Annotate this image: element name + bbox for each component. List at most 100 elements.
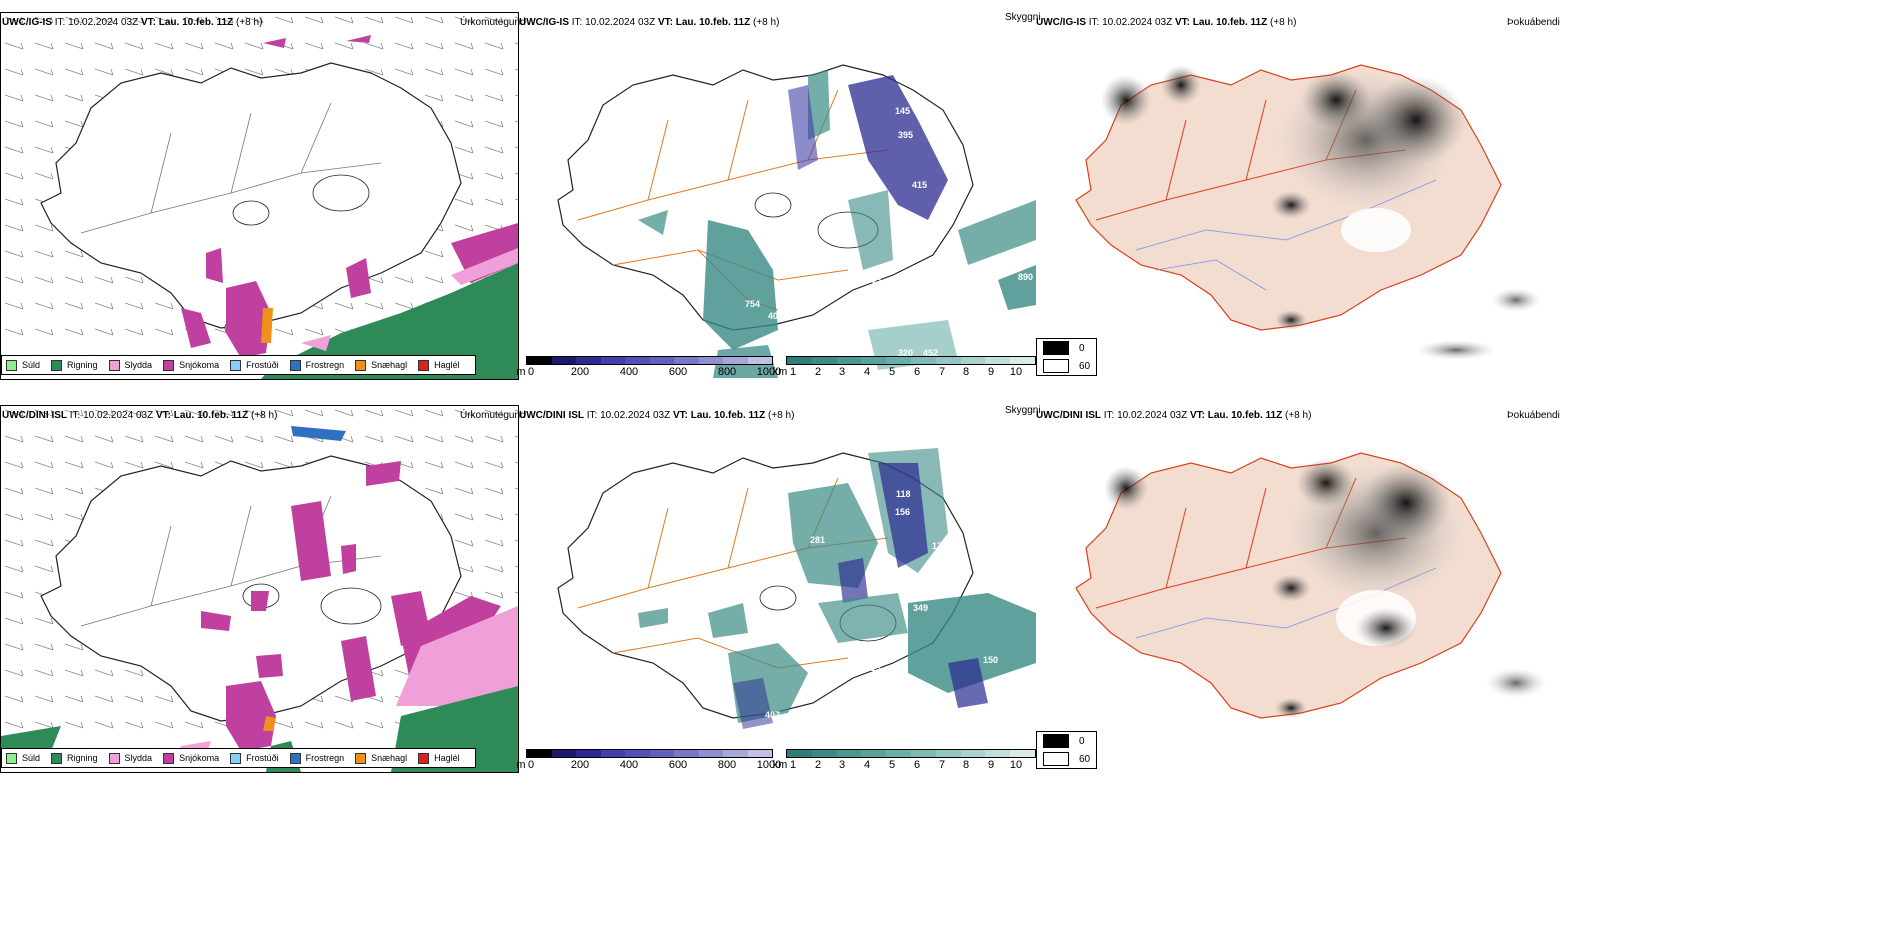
fog-legend-item: 60: [1037, 750, 1096, 768]
fog-map-row1: [1036, 30, 1556, 378]
legend-item-frostudi: Frostúði: [230, 752, 279, 764]
colorbar-tick: 0: [527, 759, 535, 771]
vis-label: 408: [768, 311, 784, 321]
colorbar-tick: 3: [838, 366, 846, 378]
colorbar-tick: 6: [913, 759, 921, 771]
precip-map-canvas: [1, 13, 518, 379]
colorbar-tick: 4: [863, 366, 871, 378]
colorbar-tick: 1000: [756, 759, 782, 771]
vis-label: 171: [932, 541, 948, 551]
vis-label: 150: [983, 655, 999, 665]
vis-label: 754: [745, 299, 761, 309]
vis-label: 413: [866, 663, 882, 673]
legend-item-rigning: Rigning: [51, 359, 98, 371]
legend-item-snjokoma: Snjókoma: [163, 752, 219, 764]
vis-label: 320: [898, 348, 914, 358]
colorbar-tick: 1: [789, 759, 797, 771]
colorbar-km-cells: [786, 749, 1036, 758]
visibility-colorbar-row2: m 0 200 400 600 800 1000 km 1 2 3 4 5 6 …: [516, 749, 1036, 775]
legend-item-slydda: Slydda: [108, 359, 152, 371]
colorbar-tick: 6: [913, 366, 921, 378]
fog-map-canvas: [1075, 64, 1541, 360]
legend-item-rigning: Rigning: [51, 752, 98, 764]
fog-map-canvas: [1075, 452, 1546, 719]
visibility-title-row2: Skyggni: [1005, 405, 1041, 416]
vis-label: 245: [771, 202, 787, 212]
legend-item-sild: Súld: [6, 752, 40, 764]
fog-legend-row1: 0 60: [1036, 338, 1098, 376]
colorbar-tick: 10: [1009, 366, 1023, 378]
vis-label: 156: [895, 507, 911, 517]
fog-title-row2: Þokuábendi: [1507, 410, 1560, 421]
legend-item-sild: Súld: [6, 359, 40, 371]
colorbar-tick: 8: [962, 366, 970, 378]
colorbar-tick: 2: [814, 366, 822, 378]
legend-item-snaehagl: Snæhagl: [355, 752, 407, 764]
precip-map-canvas: [1, 406, 518, 772]
colorbar-tick: 4: [863, 759, 871, 771]
precip-type-map-row1: Súld Rigning Slydda Snjókoma Frostúði Fr…: [0, 12, 519, 380]
vis-label: 415: [912, 180, 928, 190]
legend-item-snjokoma: Snjókoma: [163, 359, 219, 371]
vis-label: 237: [773, 593, 789, 603]
visibility-map-row1: 1 4 5 395 415 245 205 754 408 8 9 0 452 320: [518, 30, 1036, 378]
vis-label: 205: [866, 275, 882, 285]
colorbar-tick: 7: [938, 759, 946, 771]
legend-item-snaehagl: Snæhagl: [355, 359, 407, 371]
legend-item-frostudi: Frostúði: [230, 359, 279, 371]
visibility-title-row1: Skyggni: [1005, 12, 1041, 23]
colorbar-tick: 200: [570, 759, 590, 771]
colorbar-tick: 600: [668, 759, 688, 771]
vis-label: 349: [913, 603, 929, 613]
fog-title-row1: Þokuábendi: [1507, 17, 1560, 28]
colorbar-tick: 9: [987, 366, 995, 378]
fog-legend-item: 0: [1037, 732, 1096, 750]
vis-label: 407: [765, 710, 781, 720]
legend-item-slydda: Slydda: [108, 752, 152, 764]
colorbar-tick: 5: [888, 366, 896, 378]
precip-title-row2: Úrkomutegund: [460, 410, 526, 421]
colorbar-tick: 0: [527, 366, 535, 378]
colorbar-tick: 400: [619, 759, 639, 771]
colorbar-tick: 5: [888, 759, 896, 771]
fog-legend-row2: 0 60: [1036, 731, 1098, 769]
vis-label: 118: [896, 489, 911, 499]
fog-header-row1: UWC/IG-IS IT: 10.02.2024 03Z VT: Lau. 10…: [1036, 17, 1297, 28]
colorbar-km-cells: [786, 356, 1036, 365]
colorbar-tick: 400: [619, 366, 639, 378]
colorbar-tick: 1: [789, 366, 797, 378]
colorbar-unit: m: [516, 759, 526, 771]
legend-item-frostregn: Frostregn: [289, 359, 344, 371]
colorbar-unit: m: [516, 366, 526, 378]
colorbar-m-cells: [526, 356, 773, 365]
colorbar-tick: 800: [717, 759, 737, 771]
precip-header-row2: UWC/DINI ISL IT: 10.02.2024 03Z VT: Lau.…: [2, 410, 278, 421]
precip-legend-row2: Súld Rigning Slydda Snjókoma Frostúði Fr…: [1, 748, 476, 768]
colorbar-tick: 200: [570, 366, 590, 378]
fog-header-row2: UWC/DINI ISL IT: 10.02.2024 03Z VT: Lau.…: [1036, 410, 1312, 421]
vis-label: 285: [1013, 680, 1029, 690]
colorbar-unit: km: [772, 759, 788, 771]
colorbar-m-cells: [526, 749, 773, 758]
colorbar-tick: 1000: [756, 366, 782, 378]
legend-item-frostregn: Frostregn: [289, 752, 344, 764]
colorbar-tick: 3: [838, 759, 846, 771]
precip-type-map-row2: Súld Rigning Slydda Snjókoma Frostúði Fr…: [0, 405, 519, 773]
visibility-header-row1: UWC/IG-IS IT: 10.02.2024 03Z VT: Lau. 10…: [519, 17, 780, 28]
visibility-colorbar-row1: m 0 200 400 600 800 1000 km 1 2 3 4 5 6 …: [516, 356, 1036, 382]
colorbar-unit: km: [772, 366, 788, 378]
vis-label: 395: [898, 130, 914, 140]
legend-item-haglel: Haglél: [418, 359, 460, 371]
precip-header-row1: UWC/IG-IS IT: 10.02.2024 03Z VT: Lau. 10…: [2, 17, 263, 28]
colorbar-tick: 8: [962, 759, 970, 771]
fog-map-row2: [1036, 423, 1556, 771]
vis-label: 281: [810, 535, 826, 545]
colorbar-tick: 7: [938, 366, 946, 378]
visibility-header-row2: UWC/DINI ISL IT: 10.02.2024 03Z VT: Lau.…: [519, 410, 795, 421]
precip-legend-row1: Súld Rigning Slydda Snjókoma Frostúði Fr…: [1, 355, 476, 375]
colorbar-tick: 2: [814, 759, 822, 771]
legend-item-haglel: Haglél: [418, 752, 460, 764]
colorbar-tick: 9: [987, 759, 995, 771]
visibility-map-canvas: [557, 64, 1036, 378]
vis-label: 452: [923, 348, 939, 358]
